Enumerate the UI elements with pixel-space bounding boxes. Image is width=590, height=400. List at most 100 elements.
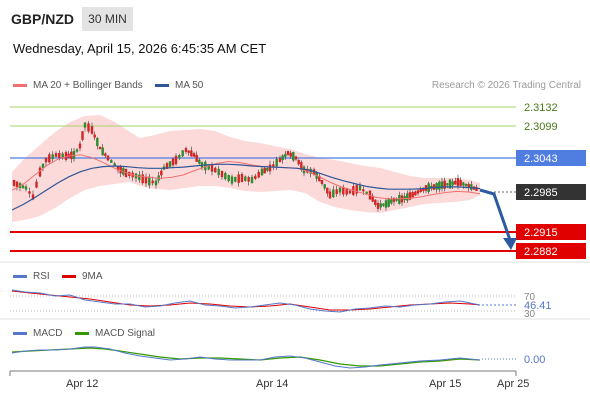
candle-body (110, 159, 113, 163)
candle-body (204, 161, 207, 171)
candle-body (454, 180, 457, 185)
candle-body (440, 181, 444, 189)
candle-body (31, 194, 35, 200)
candle-body (64, 152, 68, 160)
candle-body (247, 177, 250, 182)
support-label-box-1 (516, 224, 586, 240)
macd-value-label: 0.00 (524, 354, 545, 366)
candle-body (289, 152, 292, 157)
symbol-title: GBP/NZD (11, 11, 74, 27)
candle-body (320, 180, 324, 184)
x-label-apr15: Apr 15 (429, 378, 461, 390)
candle-body (81, 131, 84, 140)
candle-body (237, 174, 240, 183)
candle-body (210, 164, 214, 172)
candle-body (61, 153, 64, 158)
candle-body (475, 187, 478, 191)
candle-body (332, 189, 335, 198)
candle-body (83, 122, 87, 128)
candle-body (464, 184, 468, 186)
candle-body (244, 176, 247, 181)
candle-body (184, 148, 188, 152)
support-label-1: 2.2915 (524, 227, 558, 239)
candle-body (355, 185, 358, 194)
legend-macd-signal-swatch (75, 332, 89, 335)
candle-body (306, 168, 309, 173)
candle-body (41, 163, 45, 169)
candle-body (220, 171, 224, 178)
resistance-label-1: 2.3132 (524, 102, 558, 114)
candle-body (168, 161, 172, 167)
pivot-label-box (516, 150, 586, 166)
candle-body (165, 163, 169, 169)
candle-body (192, 153, 196, 157)
candle-body (160, 170, 163, 176)
candle-body (87, 123, 90, 132)
legend-rsi-ma-swatch (62, 275, 76, 278)
candle-body (230, 176, 234, 184)
candle-body (171, 158, 175, 166)
pivot-label: 2.3043 (524, 153, 558, 165)
candle-body (338, 187, 342, 193)
candle-body (151, 180, 154, 184)
candle-body (416, 190, 420, 194)
candle-body (462, 182, 465, 186)
candle-body (93, 134, 96, 138)
candle-body (300, 162, 303, 170)
forecast-arrow-head (503, 238, 517, 250)
candle-body (382, 203, 385, 206)
candle-body (342, 186, 345, 195)
candle-body (260, 168, 264, 176)
candle-body (292, 152, 295, 161)
support-label-box-2 (516, 243, 586, 259)
legend-ma50-label: MA 50 (175, 80, 204, 91)
candle-body (187, 150, 190, 153)
candle-body (390, 199, 393, 204)
candle-body (438, 181, 441, 190)
candle-body (278, 157, 282, 163)
candle-body (214, 167, 217, 173)
legend-macd: MACD (13, 328, 62, 339)
candle-body (284, 153, 287, 157)
candle-body (224, 172, 227, 180)
legend-rsi: RSI (13, 271, 50, 282)
candle-body (234, 177, 237, 182)
candle-body (198, 159, 201, 164)
candle-body (365, 191, 368, 194)
candle-body (422, 187, 425, 191)
ma50-line (11, 163, 481, 211)
candle-body (38, 167, 42, 177)
candle-body (217, 168, 220, 176)
current-price-box (516, 184, 586, 200)
candle-body (98, 146, 102, 150)
candle-body (470, 184, 473, 190)
timeframe-badge[interactable]: 30 MIN (82, 7, 133, 31)
candle-body (362, 189, 365, 192)
candle-body (318, 176, 321, 182)
candle-body (96, 138, 99, 147)
forecast-arrow-line (479, 188, 512, 241)
x-label-apr14: Apr 14 (256, 378, 288, 390)
candle-body (323, 184, 326, 189)
candle-body (119, 166, 122, 174)
candle-body (254, 175, 257, 179)
candle-body (138, 174, 141, 181)
legend-ma20: MA 20 + Bollinger Bands (13, 80, 143, 91)
candle-body (51, 154, 54, 160)
candle-body (335, 189, 338, 194)
rsi-upper-label: 70 (524, 292, 536, 303)
candle-body (268, 164, 272, 172)
legend-macd-signal: MACD Signal (75, 328, 155, 339)
candle-body (174, 155, 178, 165)
legend-rsi-label: RSI (33, 271, 50, 282)
legend-ma50: MA 50 (155, 80, 203, 91)
x-label-apr12: Apr 12 (66, 378, 98, 390)
legend-ma20-label: MA 20 + Bollinger Bands (33, 80, 143, 91)
candle-body (21, 185, 25, 188)
candle-body (371, 195, 374, 202)
candle-body (250, 176, 254, 184)
candle-body (281, 155, 284, 160)
ma20-line (11, 154, 481, 200)
rsi-lower-label: 30 (524, 309, 536, 320)
